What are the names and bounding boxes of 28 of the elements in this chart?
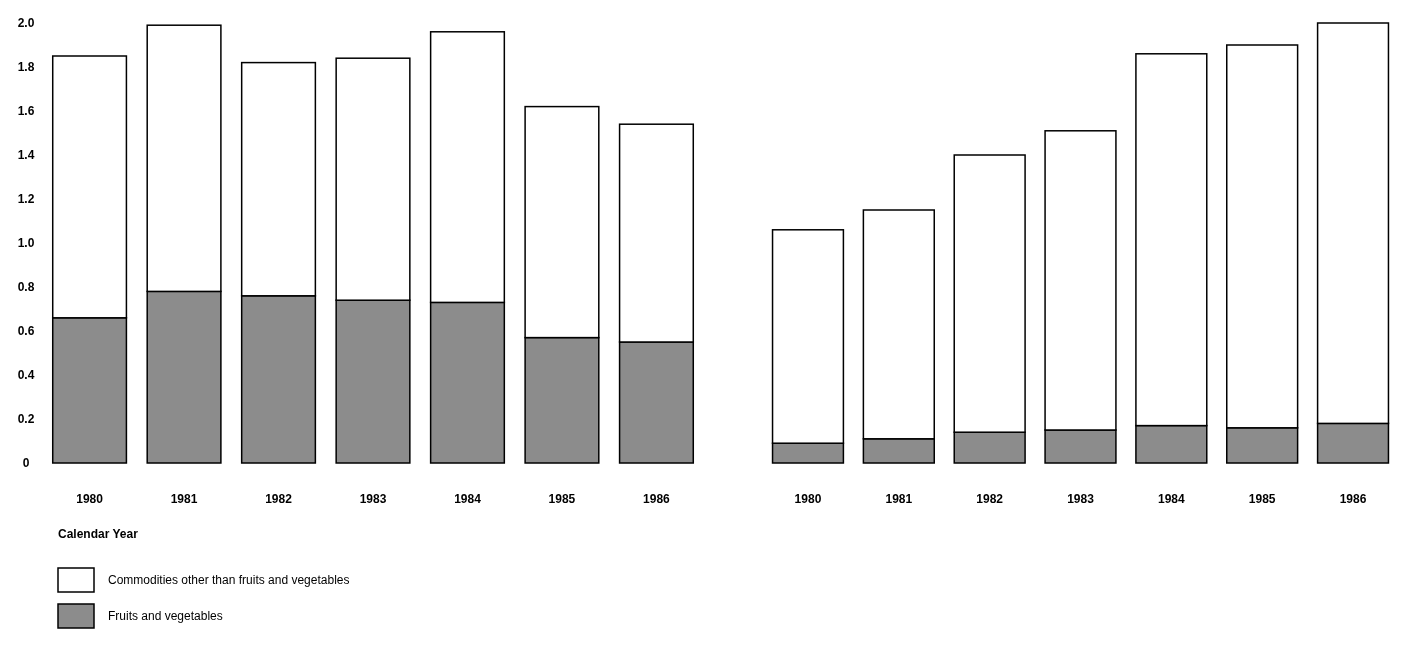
y-tick-label: 0 (22, 456, 30, 471)
legend-label: Commodities other than fruits and vegetables (108, 573, 350, 588)
y-tick-label: 1.2 (17, 192, 35, 207)
x-tick-label: 1981 (885, 492, 913, 506)
x-tick-label: 1982 (976, 492, 1004, 506)
y-tick-label: 0.8 (17, 280, 35, 295)
x-tick-label: 1981 (170, 492, 198, 506)
y-tick-label: 1.4 (17, 148, 35, 163)
y-tick-label: 0.4 (17, 368, 35, 383)
x-tick-label: 1983 (359, 492, 387, 506)
x-tick-label: 1984 (454, 492, 482, 506)
x-tick-label: 1980 (76, 492, 104, 506)
x-tick-label: 1982 (265, 492, 293, 506)
y-tick-label: 1.6 (17, 104, 35, 119)
x-tick-label: 1980 (794, 492, 822, 506)
y-tick-label: 0.6 (17, 324, 35, 339)
x-axis-title: Calendar Year (58, 527, 139, 541)
y-tick-label: 2.0 (17, 16, 35, 31)
legend-label: Fruits and vegetables (108, 609, 223, 624)
x-tick-label: 1984 (1157, 492, 1186, 506)
x-tick-label: 1985 (548, 492, 576, 506)
x-tick-label: 1985 (1248, 492, 1276, 506)
x-tick-label: 1983 (1067, 492, 1095, 506)
y-tick-label: 1.8 (17, 60, 35, 75)
y-tick-label: 1.0 (17, 236, 35, 251)
x-tick-label: 1986 (643, 492, 671, 506)
y-tick-label: 0.2 (17, 412, 35, 427)
x-tick-label: 1986 (1339, 492, 1367, 506)
